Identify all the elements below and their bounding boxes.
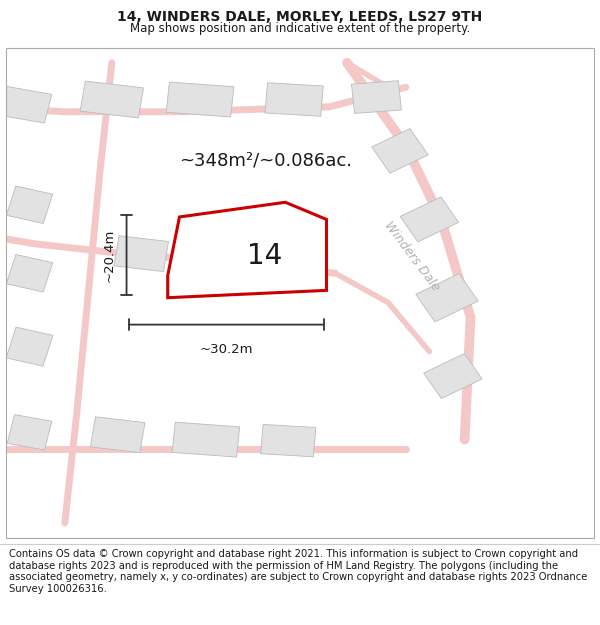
Polygon shape [168, 202, 326, 298]
Polygon shape [400, 197, 458, 242]
Text: Map shows position and indicative extent of the property.: Map shows position and indicative extent… [130, 22, 470, 35]
Polygon shape [424, 354, 482, 399]
Text: ~20.4m: ~20.4m [103, 228, 116, 282]
Polygon shape [172, 422, 240, 457]
Polygon shape [166, 82, 234, 117]
Polygon shape [372, 129, 428, 173]
Polygon shape [7, 414, 52, 450]
Text: Contains OS data © Crown copyright and database right 2021. This information is : Contains OS data © Crown copyright and d… [9, 549, 587, 594]
Polygon shape [6, 327, 53, 366]
Polygon shape [220, 238, 275, 271]
Polygon shape [114, 236, 169, 272]
Polygon shape [80, 81, 143, 118]
Text: ~30.2m: ~30.2m [200, 343, 253, 356]
Polygon shape [352, 81, 401, 113]
Text: Winders Dale: Winders Dale [382, 219, 442, 293]
Polygon shape [7, 186, 53, 224]
Text: ~348m²/~0.086ac.: ~348m²/~0.086ac. [179, 152, 352, 169]
Polygon shape [416, 274, 478, 322]
Polygon shape [7, 254, 53, 292]
Polygon shape [260, 424, 316, 457]
Text: 14: 14 [247, 242, 283, 270]
Polygon shape [0, 86, 52, 123]
Polygon shape [265, 82, 323, 116]
Text: 14, WINDERS DALE, MORLEY, LEEDS, LS27 9TH: 14, WINDERS DALE, MORLEY, LEEDS, LS27 9T… [118, 10, 482, 24]
Polygon shape [91, 417, 145, 452]
